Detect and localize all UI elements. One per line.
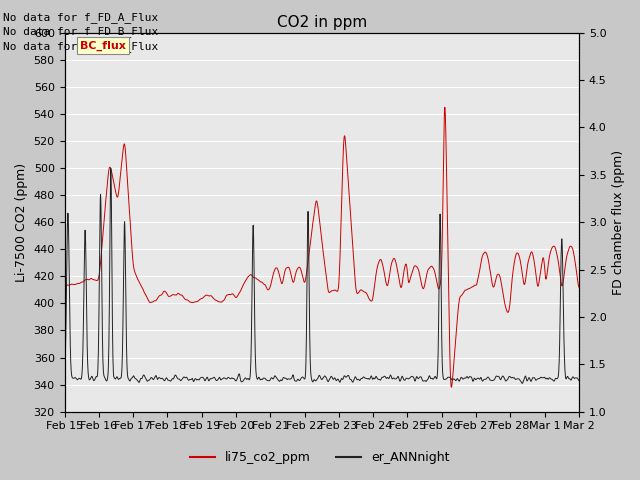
Text: BC_flux: BC_flux <box>80 41 126 51</box>
Y-axis label: FD chamber flux (ppm): FD chamber flux (ppm) <box>612 150 625 295</box>
Title: CO2 in ppm: CO2 in ppm <box>276 15 367 30</box>
Text: No data for f_FD_C_Flux: No data for f_FD_C_Flux <box>3 41 159 52</box>
Text: No data for f_FD_B_Flux: No data for f_FD_B_Flux <box>3 26 159 37</box>
Legend: li75_co2_ppm, er_ANNnight: li75_co2_ppm, er_ANNnight <box>186 446 454 469</box>
Text: No data for f_FD_A_Flux: No data for f_FD_A_Flux <box>3 12 159 23</box>
Y-axis label: Li-7500 CO2 (ppm): Li-7500 CO2 (ppm) <box>15 163 28 282</box>
